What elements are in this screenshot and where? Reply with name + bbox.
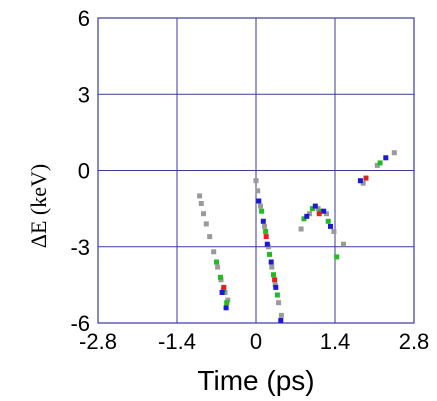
data-point-green [274,292,280,298]
y-axis-label: ΔE (keV) [26,164,51,248]
data-point-gray [211,249,217,255]
data-point-blue [219,290,225,295]
data-point-gray [197,193,203,199]
y-tick-label: 3 [78,82,90,107]
data-point-gray [324,211,329,217]
y-tick-label: 6 [78,6,90,31]
data-point-gray [201,211,206,217]
x-tick-label: 0 [250,329,262,354]
data-point-blue [357,178,363,184]
data-point-gray [198,201,204,206]
data-point-gray [278,312,284,318]
data-point-blue [268,259,274,265]
data-point-red [263,234,269,240]
data-point-gray [258,203,263,209]
data-point-gray [253,178,259,184]
data-point-gray [203,221,209,227]
data-point-blue [256,198,262,204]
data-point-gray [360,180,366,186]
data-point-blue [273,284,279,290]
data-point-gray [262,223,267,229]
data-point-gray [276,300,282,306]
data-point-blue [223,305,229,311]
data-point-blue [278,318,284,323]
x-tick-labels: -2.8 -1.4 0 1.4 2.8 [79,329,429,354]
data-point-blue [321,208,327,214]
data-point-red [272,277,278,283]
data-point-gray [315,206,321,212]
data-point-blue [328,223,333,229]
data-point-gray [307,211,313,217]
data-point-gray [391,150,397,156]
data-point-blue [264,241,270,247]
data-point-red [363,175,369,181]
data-point-green [309,206,315,212]
x-tick-label: 1.4 [320,329,351,354]
data-point-gray [255,188,261,194]
data-point-green [214,259,219,265]
data-point-gray [298,226,304,232]
data-point-gray [341,241,346,247]
data-point-green [267,251,272,257]
x-axis-label: Time (ps) [197,365,314,396]
data-point-gray [215,264,221,270]
x-tick-label: -1.4 [158,329,196,354]
data-point-green [301,216,307,222]
data-point-red [316,211,322,217]
data-point-blue [383,155,389,161]
x-tick-label: -2.8 [79,329,117,354]
y-tick-label: 0 [78,159,90,184]
y-tick-labels: 6 3 0 -3 -6 [70,6,90,336]
data-point-blue [260,218,266,224]
data-point-gray [265,244,271,250]
data-point-green [224,300,230,306]
data-point-gray [374,162,380,168]
data-point-blue [312,203,318,209]
data-point-green [325,218,331,224]
data-point-green [263,229,269,234]
data-point-green [377,160,383,166]
data-point-green [259,208,265,214]
data-point-blue [304,213,310,219]
data-point-red [221,284,227,290]
data-point-gray [225,297,231,303]
y-tick-label: -6 [70,311,90,336]
plot-grid [97,17,415,324]
y-tick-label: -3 [70,235,90,260]
data-point-gray [269,264,275,270]
x-tick-label: 2.8 [399,329,430,354]
data-point-green [334,254,340,260]
data-point-green [217,274,223,280]
data-point-gray [331,229,337,234]
data-point-gray [207,234,213,240]
data-points [197,150,397,323]
data-point-green [271,272,276,278]
